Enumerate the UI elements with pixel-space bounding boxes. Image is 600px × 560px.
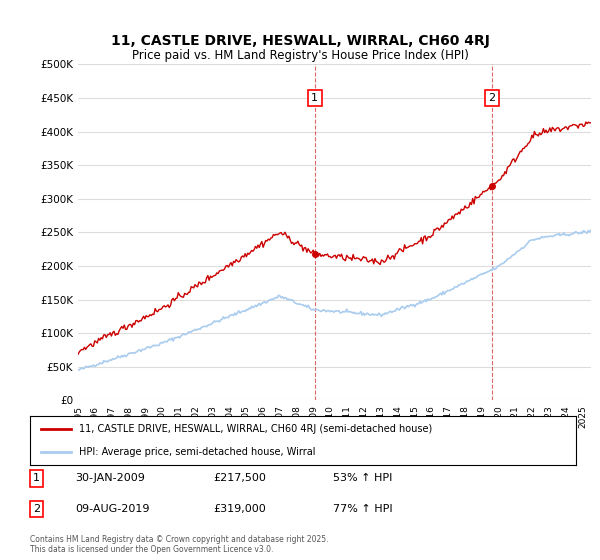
Text: £217,500: £217,500 [213, 473, 266, 483]
Text: 30-JAN-2009: 30-JAN-2009 [75, 473, 145, 483]
Text: Contains HM Land Registry data © Crown copyright and database right 2025.
This d: Contains HM Land Registry data © Crown c… [30, 535, 329, 554]
Text: 11, CASTLE DRIVE, HESWALL, WIRRAL, CH60 4RJ (semi-detached house): 11, CASTLE DRIVE, HESWALL, WIRRAL, CH60 … [79, 424, 433, 435]
Text: 77% ↑ HPI: 77% ↑ HPI [333, 504, 392, 514]
Text: 53% ↑ HPI: 53% ↑ HPI [333, 473, 392, 483]
Text: £319,000: £319,000 [213, 504, 266, 514]
Text: HPI: Average price, semi-detached house, Wirral: HPI: Average price, semi-detached house,… [79, 447, 316, 458]
Text: Price paid vs. HM Land Registry's House Price Index (HPI): Price paid vs. HM Land Registry's House … [131, 49, 469, 62]
Text: 1: 1 [33, 473, 40, 483]
Text: 09-AUG-2019: 09-AUG-2019 [75, 504, 149, 514]
Text: 2: 2 [33, 504, 40, 514]
Text: 1: 1 [311, 93, 319, 103]
Text: 11, CASTLE DRIVE, HESWALL, WIRRAL, CH60 4RJ: 11, CASTLE DRIVE, HESWALL, WIRRAL, CH60 … [110, 34, 490, 48]
Text: 2: 2 [488, 93, 496, 103]
